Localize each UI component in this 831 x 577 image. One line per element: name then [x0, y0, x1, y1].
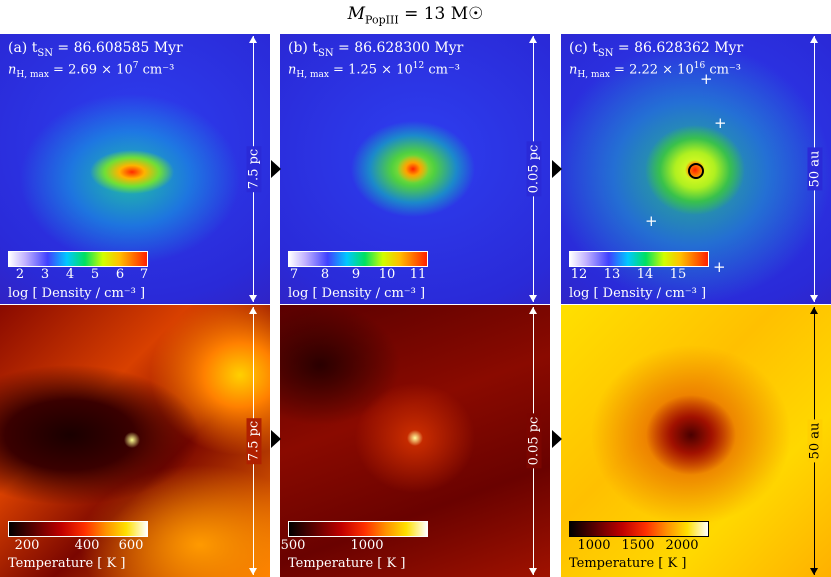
tick: 400: [74, 538, 100, 553]
plus-marker: +: [713, 258, 726, 276]
tick: 500: [280, 538, 306, 553]
panel-c-temp-colorbar: [569, 521, 709, 537]
tick: 2000: [665, 538, 699, 553]
panel-a-temp-colorbar: [8, 521, 148, 537]
arrow-right-icon: [552, 160, 562, 178]
panel-c-scale-bar: 50 au: [805, 36, 825, 302]
panel-a-scale-label: 7.5 pc: [246, 145, 262, 193]
tick: 11: [409, 267, 427, 282]
tick: 1000: [577, 538, 611, 553]
panel-a-temp-scale-bar: 7.5 pc: [244, 307, 264, 575]
plus-marker: +: [700, 70, 713, 88]
panel-b-temp-label: Temperature [ K ]: [288, 556, 406, 571]
sink-particle-circle: [688, 163, 704, 179]
panel-a-temperature: 200 400 600 Temperature [ K ] 7.5 pc: [0, 305, 270, 577]
panel-c-temperature: 1000 1500 2000 Temperature [ K ] 50 au: [561, 305, 831, 577]
tick: 7: [139, 267, 149, 282]
panel-b-time: (b) tSN = 86.628300 Myr: [288, 40, 464, 59]
panel-c-temp-scale-bar: 50 au: [805, 307, 825, 575]
title-mass-sub: PopIII: [365, 13, 399, 27]
plus-marker: +: [714, 114, 727, 132]
title-mass-value: = 13 M☉: [398, 4, 484, 24]
tick: 14: [636, 267, 654, 282]
arrow-right-icon: [552, 430, 562, 448]
figure-title: MPopIII = 13 M☉: [0, 4, 831, 26]
panel-b-temp-ticks: 500 1000: [280, 538, 430, 554]
panel-b-temp-scale-bar: 0.05 pc: [524, 307, 544, 575]
panel-b-density-ticks: 7 8 9 10 11: [280, 267, 430, 283]
tick: 600: [118, 538, 144, 553]
tick: 9: [351, 267, 361, 282]
tick: 7: [289, 267, 299, 282]
tick: 3: [40, 267, 50, 282]
panel-a-temp-label: Temperature [ K ]: [8, 556, 126, 571]
panel-b-temp-scale-label: 0.05 pc: [526, 413, 542, 469]
tick: 5: [90, 267, 100, 282]
panel-b-density: (b) tSN = 86.628300 Myr nH, max = 1.25 ×…: [280, 34, 550, 304]
panel-b-scale-bar: 0.05 pc: [524, 36, 544, 302]
panel-c-density-colorbar: [569, 251, 709, 267]
tick: 1000: [350, 538, 384, 553]
tick: 8: [320, 267, 330, 282]
panel-a-density-label: log [ Density / cm⁻³ ]: [8, 286, 146, 301]
panel-c-temp-label: Temperature [ K ]: [569, 556, 687, 571]
panel-b-temperature: 500 1000 Temperature [ K ] 0.05 pc: [280, 305, 550, 577]
tick: 13: [603, 267, 621, 282]
plus-marker: +: [645, 212, 658, 230]
tick: 10: [378, 267, 396, 282]
tick: 15: [669, 267, 687, 282]
panel-a-density-colorbar: [8, 251, 148, 267]
title-mass-symbol: M: [347, 4, 366, 24]
panel-a-temp-ticks: 200 400 600: [0, 538, 150, 554]
panel-a-nmax: nH, max = 2.69 × 107 cm⁻³: [8, 61, 175, 80]
panel-b-density-colorbar: [288, 251, 428, 267]
panel-b-nmax: nH, max = 1.25 × 1012 cm⁻³: [288, 61, 461, 80]
arrow-right-icon: [271, 160, 281, 178]
panel-a-density-ticks: 2 3 4 5 6 7: [0, 267, 150, 283]
tick: 2: [15, 267, 25, 282]
tick: 12: [570, 267, 588, 282]
panel-c-nmax: nH, max = 2.22 × 1016 cm⁻³: [569, 61, 742, 80]
tick: 4: [65, 267, 75, 282]
tick: 200: [14, 538, 40, 553]
panel-b-scale-label: 0.05 pc: [526, 141, 542, 197]
tick: 6: [115, 267, 125, 282]
panel-c-density: (c) tSN = 86.628362 Myr nH, max = 2.22 ×…: [561, 34, 831, 304]
arrow-right-icon: [271, 430, 281, 448]
panel-c-temp-scale-label: 50 au: [807, 419, 823, 463]
panel-b-density-label: log [ Density / cm⁻³ ]: [288, 286, 426, 301]
panel-a-scale-bar: 7.5 pc: [244, 36, 264, 302]
panel-a-time: (a) tSN = 86.608585 Myr: [8, 40, 183, 59]
tick: 1500: [621, 538, 655, 553]
panel-c-density-label: log [ Density / cm⁻³ ]: [569, 286, 707, 301]
panel-b-temp-colorbar: [288, 521, 428, 537]
panel-a-temp-scale-label: 7.5 pc: [246, 417, 262, 465]
panel-c-density-ticks: 12 13 14 15: [561, 267, 711, 283]
panel-c-scale-label: 50 au: [807, 147, 823, 191]
panel-c-temp-ticks: 1000 1500 2000: [561, 538, 711, 554]
panel-a-density: (a) tSN = 86.608585 Myr nH, max = 2.69 ×…: [0, 34, 270, 304]
panel-c-time: (c) tSN = 86.628362 Myr: [569, 40, 744, 59]
